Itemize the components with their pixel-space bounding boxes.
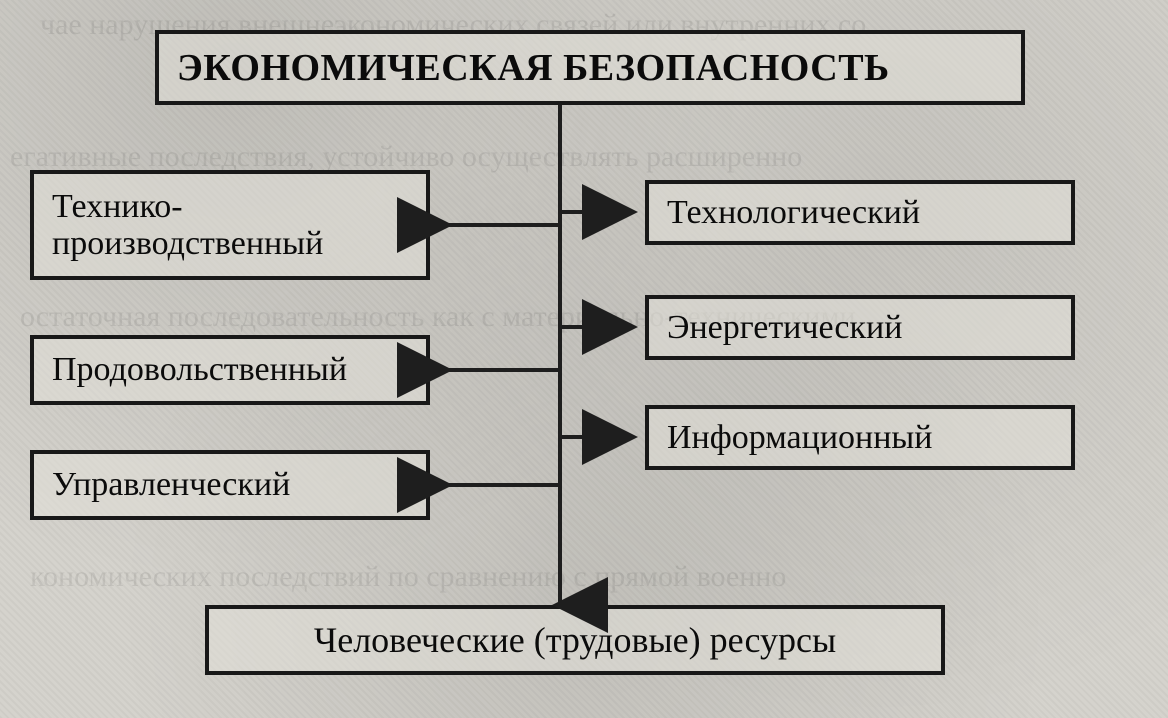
diagram-title: ЭКОНОМИЧЕСКАЯ БЕЗОПАСНОСТЬ [155,30,1025,105]
node-energy: Энергетический [645,295,1075,360]
node-human-resources: Человеческие (трудовые) ресурсы [205,605,945,675]
node-information: Информационный [645,405,1075,470]
node-food: Продовольственный [30,335,430,405]
node-technological: Технологический [645,180,1075,245]
node-management: Управленческий [30,450,430,520]
node-tech-production: Технико-производственный [30,170,430,280]
